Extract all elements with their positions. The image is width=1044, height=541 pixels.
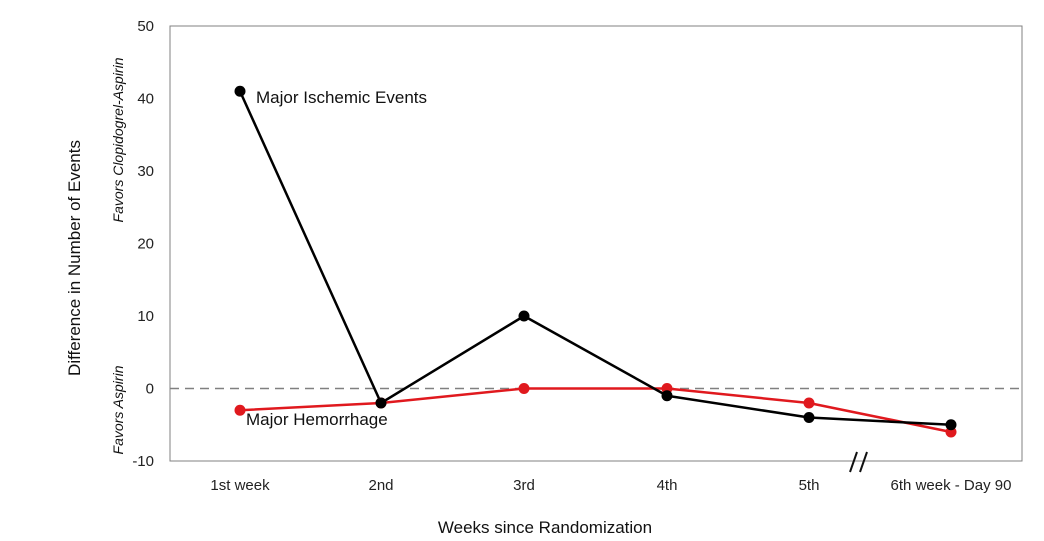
y-tick-label: 50 [137,18,154,35]
y-tick-label: 20 [137,236,154,253]
data-point-ischemic [375,397,387,409]
plot-frame [169,25,1023,462]
favors-clopidogrel-aspirin-label: Favors Clopidogrel-Aspirin [110,57,126,222]
data-point-ischemic [803,412,815,423]
series-line-ischemic [238,90,952,426]
series-label-hemorrhage: Major Hemorrhage [246,410,388,429]
x-tick-label: 1st week [210,477,270,494]
data-point-hemorrhage [803,397,815,409]
y-axis-ticks: 50 40 30 20 10 0 -10 [132,18,154,470]
series-line-hemorrhage [239,387,952,434]
x-tick-label: 6th week - Day 90 [891,477,1012,494]
x-axis-ticks: 1st week 2nd 3rd 4th 5th 6th week - Day 90 [210,477,1011,494]
x-tick-label: 2nd [368,477,393,494]
y-tick-label: 0 [146,381,154,398]
data-point-hemorrhage [518,383,530,394]
y-tick-label: 30 [137,163,154,180]
series-lines [238,90,952,434]
data-point-ischemic [518,310,530,322]
x-tick-label: 5th [799,477,820,494]
y-tick-label: 10 [137,308,154,325]
data-point-ischemic [945,419,957,431]
favors-aspirin-label: Favors Aspirin [110,365,126,454]
series-points [234,85,957,438]
axis-break [849,451,868,473]
x-tick-label: 4th [657,477,678,494]
data-point-hemorrhage [234,404,246,416]
data-point-ischemic [661,390,673,402]
x-tick-label: 3rd [513,477,535,494]
y-tick-label: 40 [137,91,154,108]
y-axis-title: Difference in Number of Events [65,140,84,376]
y-tick-label: -10 [132,453,154,470]
data-point-ischemic [234,85,246,97]
series-label-ischemic: Major Ischemic Events [256,88,427,107]
x-axis-title: Weeks since Randomization [438,518,652,537]
